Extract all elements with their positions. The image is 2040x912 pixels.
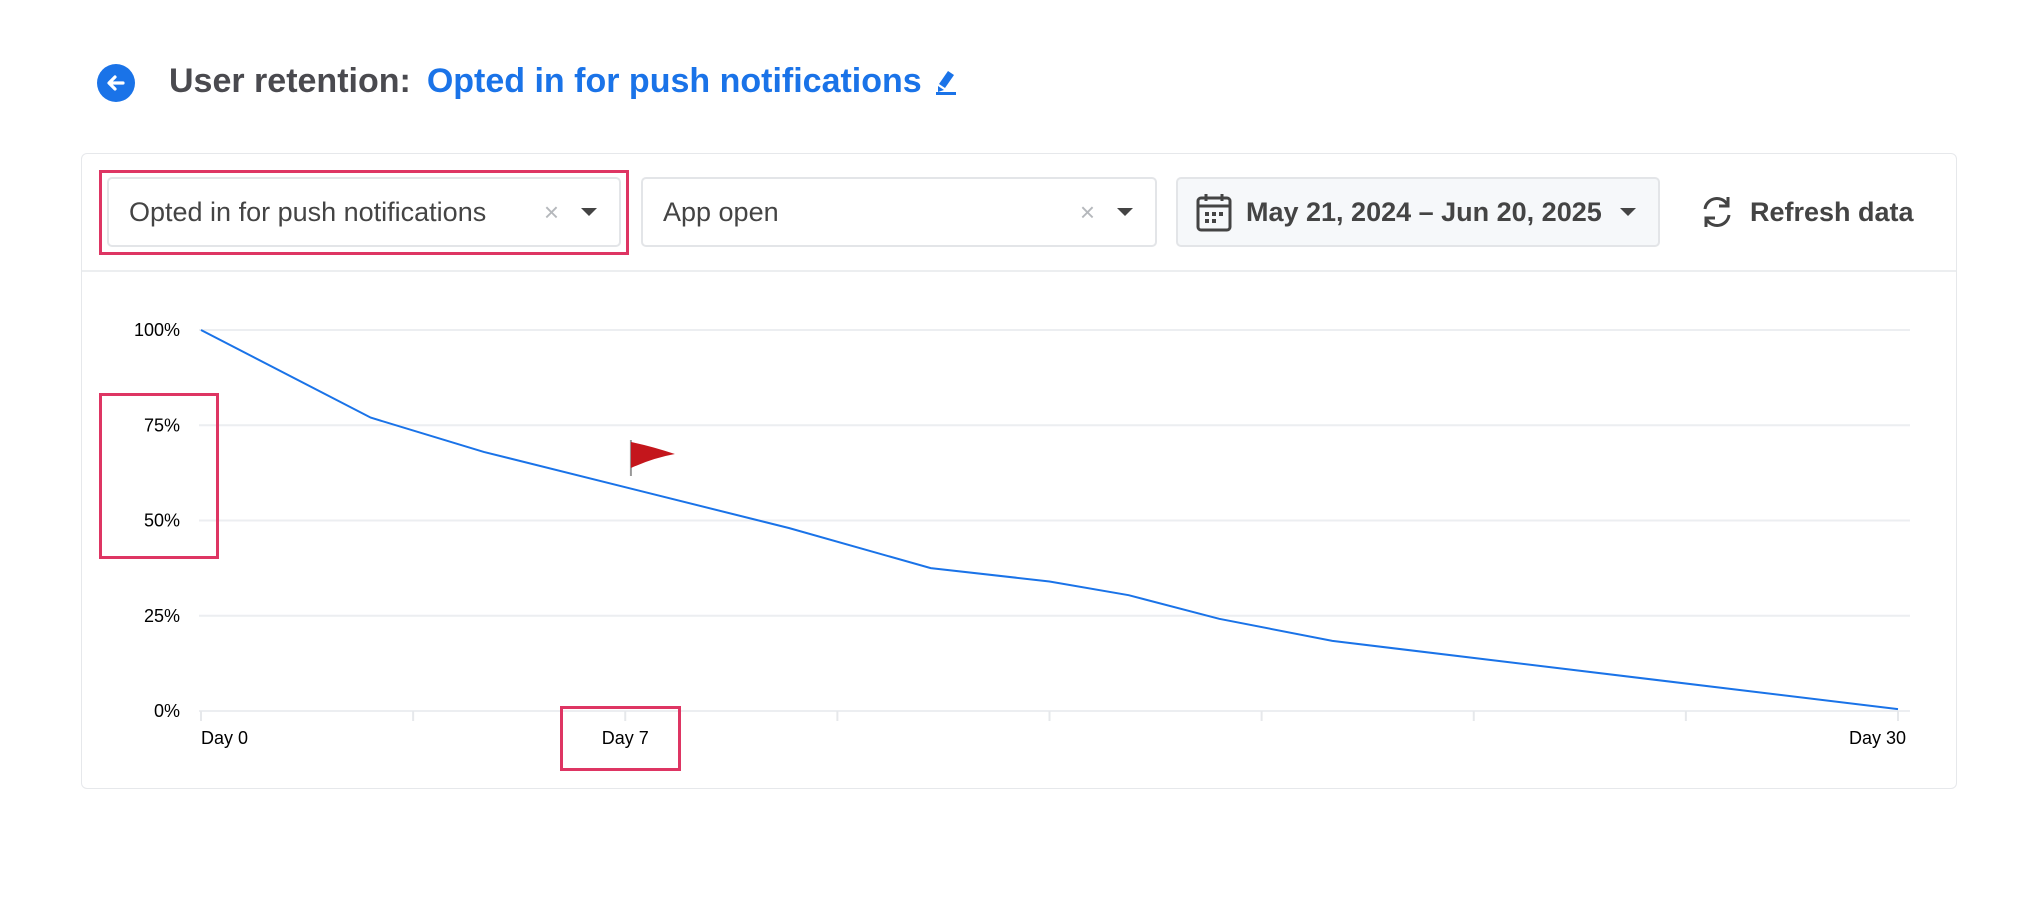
clear-icon[interactable]: × (1079, 196, 1095, 227)
y-tick-label: 100% (134, 320, 180, 340)
highlight-box-y-axis (99, 393, 219, 559)
x-tick-label: Day 7 (602, 728, 649, 748)
y-tick-label: 25% (144, 606, 180, 626)
return-event-select[interactable]: App open × (641, 177, 1157, 247)
page-title-cohort[interactable]: Opted in for push notifications (426, 62, 922, 100)
x-tick-label: Day 30 (1849, 728, 1906, 748)
pencil-icon[interactable] (934, 68, 958, 96)
flag-icon (629, 440, 675, 476)
retention-card (81, 153, 1957, 789)
x-tick-label: Day 0 (201, 728, 248, 748)
y-tick-label: 0% (154, 701, 180, 721)
caret-down-icon[interactable] (1620, 208, 1636, 216)
back-button[interactable] (97, 64, 135, 102)
page-title-label: User retention: (169, 62, 411, 100)
toolbar-divider (82, 270, 1956, 272)
return-event-value: App open (663, 196, 779, 227)
y-tick-label: 75% (144, 415, 180, 435)
start-event-value: Opted in for push notifications (129, 196, 487, 227)
refresh-icon (1700, 194, 1734, 230)
y-tick-label: 50% (144, 511, 180, 531)
highlight-box-day7 (560, 706, 681, 771)
refresh-data-button[interactable]: Refresh data (1700, 187, 1914, 237)
caret-down-icon[interactable] (1117, 208, 1133, 216)
page-title: User retention: Opted in for push notifi… (169, 62, 958, 101)
highlight-box-start-event (99, 170, 629, 255)
date-range-picker[interactable]: May 21, 2024 – Jun 20, 2025 (1176, 177, 1660, 247)
calendar-icon (1196, 192, 1232, 232)
retention-line (200, 329, 1899, 711)
date-range-value: May 21, 2024 – Jun 20, 2025 (1246, 196, 1602, 227)
caret-down-icon[interactable] (581, 208, 597, 216)
start-event-select[interactable]: Opted in for push notifications × (107, 177, 621, 247)
arrow-left-icon (107, 75, 125, 91)
refresh-data-label: Refresh data (1750, 196, 1914, 227)
clear-icon[interactable]: × (543, 196, 559, 227)
